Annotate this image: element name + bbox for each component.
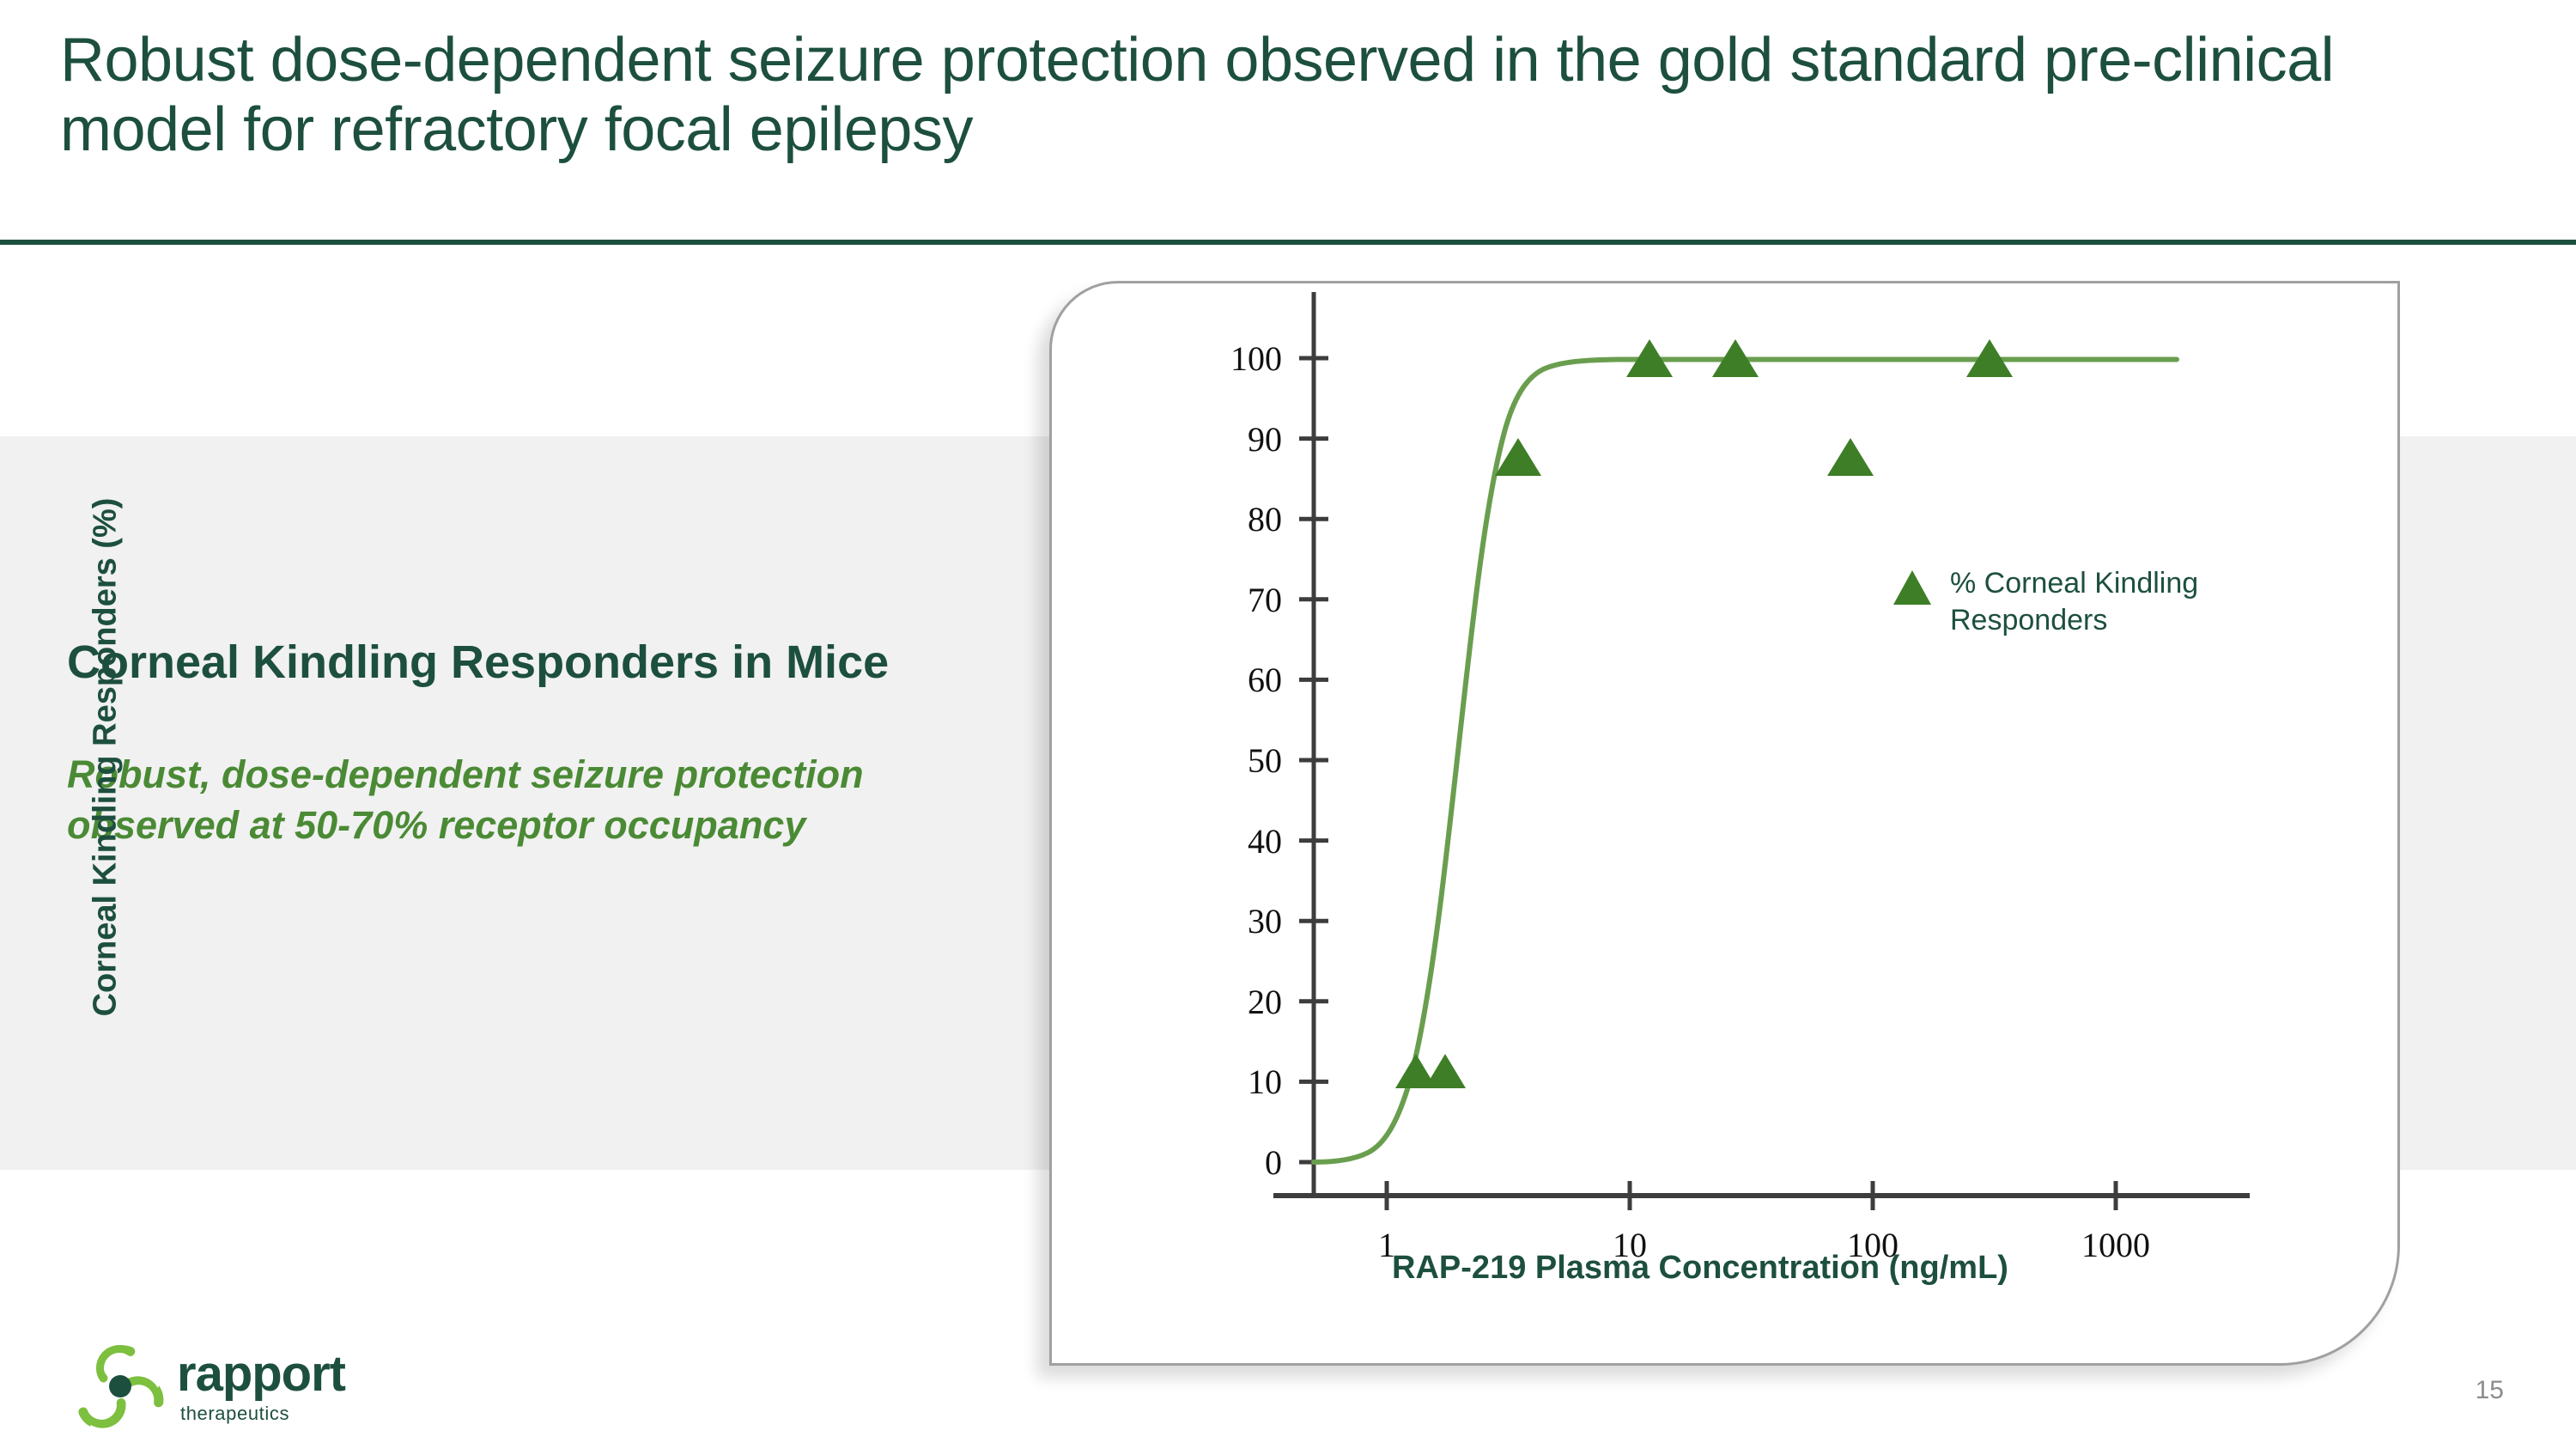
svg-text:100: 100: [1847, 1226, 1899, 1264]
chart-card: 0 10 20 30 40 50 60 70 80 90 100 1 10 10…: [1049, 281, 2400, 1366]
x-axis-ticks: [1384, 1181, 2118, 1210]
svg-text:50: 50: [1248, 741, 1282, 780]
svg-text:1000: 1000: [2081, 1226, 2150, 1264]
company-logo: rapport therapeutics: [72, 1342, 346, 1431]
data-point: [1495, 438, 1541, 476]
svg-text:100: 100: [1230, 339, 1282, 378]
data-point-markers: [1395, 339, 2013, 1088]
logo-tagline: therapeutics: [180, 1403, 290, 1424]
data-point: [1712, 339, 1759, 377]
left-text-column: Corneal Kindling Responders in Mice Robu…: [67, 636, 951, 851]
logo-word: rapport: [177, 1346, 346, 1402]
svg-text:90: 90: [1248, 420, 1282, 459]
logo-center-dot: [109, 1375, 131, 1397]
svg-text:40: 40: [1248, 822, 1282, 861]
title-divider: [0, 240, 2576, 245]
data-point: [1966, 339, 2013, 377]
section-subtext: Robust, dose-dependent seizure protectio…: [67, 752, 864, 848]
triangle-marker-icon: [1893, 570, 1931, 605]
dose-response-chart: 0 10 20 30 40 50 60 70 80 90 100 1 10 10…: [1230, 292, 2250, 1264]
fitted-curve: [1311, 356, 2179, 1165]
logo-wordmark: rapport therapeutics: [177, 1346, 346, 1424]
svg-text:1: 1: [1378, 1226, 1395, 1264]
data-point: [1626, 339, 1673, 377]
pinwheel-icon: [78, 1345, 164, 1428]
svg-text:80: 80: [1248, 500, 1282, 539]
svg-text:70: 70: [1248, 581, 1282, 619]
page-title: Robust dose-dependent seizure protection…: [60, 26, 2335, 165]
data-point: [1425, 1054, 1466, 1088]
page-number: 15: [2475, 1376, 2504, 1404]
svg-text:30: 30: [1248, 902, 1282, 941]
svg-text:20: 20: [1248, 983, 1282, 1021]
section-heading: Corneal Kindling Responders in Mice: [67, 636, 890, 688]
chart-legend: % Corneal Kindling Responders: [1893, 565, 2233, 638]
data-point: [1827, 438, 1874, 476]
svg-text:10: 10: [1248, 1062, 1282, 1101]
y-axis-title: Corneal Kindling Responders (%): [87, 497, 124, 1017]
svg-text:60: 60: [1248, 661, 1282, 699]
svg-text:10: 10: [1613, 1226, 1647, 1264]
x-axis-title: RAP-219 Plasma Concentration (ng/mL): [1392, 1250, 2008, 1286]
svg-text:0: 0: [1265, 1143, 1282, 1182]
y-axis-tick-labels: 0 10 20 30 40 50 60 70 80 90 100: [1230, 339, 1282, 1182]
legend-entry-label: % Corneal Kindling Responders: [1950, 567, 2199, 636]
x-axis-tick-labels: 1 10 100 1000: [1378, 1226, 2150, 1264]
data-point: [1395, 1054, 1437, 1088]
